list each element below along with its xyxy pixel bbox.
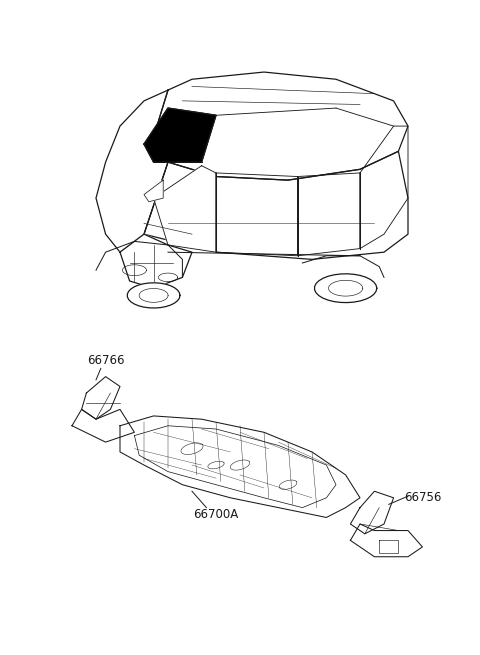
Polygon shape <box>127 283 180 308</box>
Text: 66700A: 66700A <box>193 508 239 521</box>
Text: 66756: 66756 <box>404 491 441 504</box>
Polygon shape <box>120 416 360 517</box>
Polygon shape <box>120 234 192 288</box>
Polygon shape <box>96 90 168 252</box>
Polygon shape <box>350 491 394 534</box>
Polygon shape <box>350 524 422 557</box>
Polygon shape <box>314 274 377 303</box>
Polygon shape <box>154 72 408 180</box>
Polygon shape <box>154 166 216 252</box>
Polygon shape <box>144 151 408 259</box>
Polygon shape <box>72 409 134 442</box>
Polygon shape <box>144 180 163 202</box>
Polygon shape <box>144 108 216 162</box>
Text: 66766: 66766 <box>87 354 124 367</box>
Polygon shape <box>82 377 120 419</box>
